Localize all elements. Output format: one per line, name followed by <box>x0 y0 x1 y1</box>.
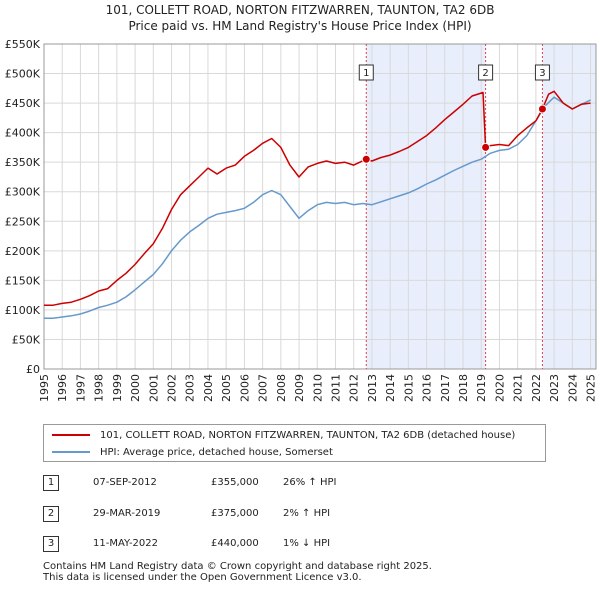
x-tick-label: 2025 <box>585 374 598 402</box>
sale-point <box>361 154 371 164</box>
y-tick-label: £500K <box>5 68 41 81</box>
x-tick-label: 2013 <box>366 374 379 402</box>
x-tick-label: 2014 <box>384 374 397 402</box>
x-tick-label: 2016 <box>421 374 434 402</box>
x-tick-label: 2018 <box>457 374 470 402</box>
sale-marker-label: 3 <box>539 68 545 79</box>
y-tick-label: £200K <box>5 245 41 258</box>
transaction-hpi: 1% ↓ HPI <box>283 538 331 549</box>
transaction-row: 2 29-MAR-2019 £375,000 2% ↑ HPI <box>43 506 563 524</box>
sale-marker-label: 1 <box>363 68 369 79</box>
chart-title-line1: 101, COLLETT ROAD, NORTON FITZWARREN, TA… <box>105 3 495 17</box>
transaction-number: 3 <box>43 536 59 552</box>
sale-marker-box <box>358 64 374 81</box>
transaction-row: 3 11-MAY-2022 £440,000 1% ↓ HPI <box>43 536 563 554</box>
x-tick-label: 1998 <box>93 374 106 402</box>
x-tick-label: 2021 <box>512 374 525 402</box>
transaction-number: 2 <box>43 506 59 522</box>
sale-point <box>481 142 491 152</box>
x-tick-label: 2019 <box>475 374 488 402</box>
chart-title-line2: Price paid vs. HM Land Registry's House … <box>128 19 472 33</box>
x-tick-label: 2007 <box>257 374 270 402</box>
legend-item-hpi: HPI: Average price, detached house, Some… <box>52 444 333 460</box>
y-tick-label: £550K <box>5 38 41 51</box>
transaction-hpi: 26% ↑ HPI <box>283 477 337 488</box>
shaded-range <box>542 44 596 369</box>
price-chart: £0 £50K £100K £150K £200K £250K £300K £350K £400… <box>5 38 598 402</box>
legend-swatch-hpi <box>52 451 90 453</box>
x-tick-label: 2015 <box>402 374 415 402</box>
chart-legend: 101, COLLETT ROAD, NORTON FITZWARREN, TA… <box>43 424 546 462</box>
x-tick-label: 2008 <box>275 374 288 402</box>
x-tick-label: 2002 <box>166 374 179 402</box>
footer-licence: This data is licensed under the Open Gov… <box>43 572 362 583</box>
x-tick-label: 2000 <box>129 374 142 402</box>
y-tick-label: £450K <box>5 97 41 110</box>
x-tick-label: 2024 <box>566 374 579 402</box>
transaction-date: 11-MAY-2022 <box>93 538 159 549</box>
y-tick-label: £250K <box>5 215 41 228</box>
x-tick-label: 2020 <box>493 374 506 402</box>
x-tick-label: 2010 <box>311 374 324 402</box>
y-tick-label: £150K <box>5 274 41 287</box>
x-tick-label: 1999 <box>111 374 124 402</box>
transaction-price: £440,000 <box>211 538 259 549</box>
x-tick-label: 2001 <box>147 374 160 402</box>
footer-copyright: Contains HM Land Registry data © Crown c… <box>43 561 432 572</box>
legend-label-hpi: HPI: Average price, detached house, Some… <box>100 446 333 458</box>
transaction-price: £375,000 <box>211 508 259 519</box>
x-tick-label: 2004 <box>202 374 215 402</box>
x-tick-label: 2011 <box>329 374 342 402</box>
x-tick-label: 2006 <box>238 374 251 402</box>
transaction-price: £355,000 <box>211 477 259 488</box>
plot-area <box>44 44 596 369</box>
x-tick-label: 2012 <box>348 374 361 402</box>
sale-marker-box <box>534 64 550 81</box>
y-tick-label: £0 <box>26 363 40 376</box>
sale-point <box>537 104 547 114</box>
x-tick-label: 2022 <box>530 374 543 402</box>
x-tick-label: 1996 <box>56 374 69 402</box>
y-tick-label: £350K <box>5 156 41 169</box>
x-tick-label: 2017 <box>439 374 452 402</box>
sale-marker-label: 2 <box>482 68 488 79</box>
transaction-row: 1 07-SEP-2012 £355,000 26% ↑ HPI <box>43 475 563 493</box>
plot-border <box>43 43 597 370</box>
transaction-date: 29-MAR-2019 <box>93 508 161 519</box>
series-line-hpi <box>44 96 591 319</box>
transaction-date: 07-SEP-2012 <box>93 477 157 488</box>
x-tick-label: 1995 <box>38 374 51 402</box>
transaction-number: 1 <box>43 475 59 491</box>
y-tick-label: £50K <box>12 333 41 346</box>
y-tick-label: £100K <box>5 304 41 317</box>
sale-marker-box <box>478 64 494 81</box>
x-tick-label: 2005 <box>220 374 233 402</box>
x-tick-label: 2003 <box>184 374 197 402</box>
shaded-range <box>366 44 486 369</box>
transaction-hpi: 2% ↑ HPI <box>283 508 331 519</box>
series-line-property <box>44 90 591 306</box>
x-tick-label: 2023 <box>548 374 561 402</box>
y-tick-label: £400K <box>5 127 41 140</box>
x-tick-label: 2009 <box>293 374 306 402</box>
legend-swatch-property <box>52 434 90 436</box>
legend-item-property: 101, COLLETT ROAD, NORTON FITZWARREN, TA… <box>52 427 515 443</box>
legend-label-property: 101, COLLETT ROAD, NORTON FITZWARREN, TA… <box>100 429 516 441</box>
x-tick-label: 1997 <box>74 374 87 402</box>
y-tick-label: £300K <box>5 186 41 199</box>
